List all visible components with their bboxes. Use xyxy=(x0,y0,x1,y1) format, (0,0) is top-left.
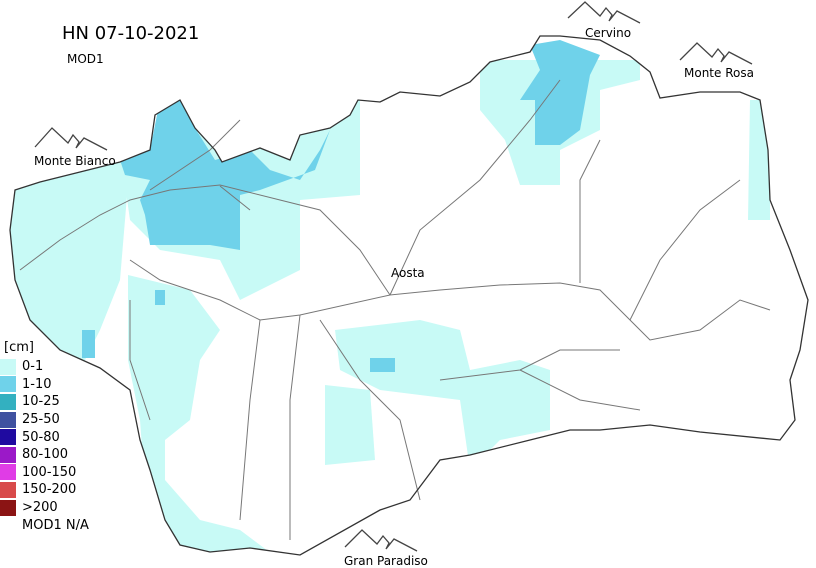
label-aosta: Aosta xyxy=(391,266,425,280)
legend-swatch xyxy=(0,429,16,446)
legend-swatch xyxy=(0,411,16,428)
legend-label: 50-80 xyxy=(22,429,60,445)
legend-item: 100-150 xyxy=(0,464,89,482)
legend-label: 100-150 xyxy=(22,464,77,480)
legend-unit: [cm] xyxy=(4,340,34,355)
legend-label: MOD1 N/A xyxy=(22,517,89,533)
legend-label: 10-25 xyxy=(22,394,60,410)
map-subtitle: MOD1 xyxy=(67,52,104,66)
legend-label: 80-100 xyxy=(22,447,69,463)
legend-label: 150-200 xyxy=(22,482,77,498)
legend-item: 50-80 xyxy=(0,428,89,446)
map-title: HN 07-10-2021 xyxy=(62,23,200,44)
legend-label: 1-10 xyxy=(22,376,52,392)
legend-swatch xyxy=(0,499,16,516)
legend-item: 0-1 xyxy=(0,358,89,376)
legend-swatch xyxy=(0,481,16,498)
legend-item: 25-50 xyxy=(0,411,89,429)
legend-label: 0-1 xyxy=(22,359,44,375)
legend-swatch xyxy=(0,393,16,410)
label-cervino: Cervino xyxy=(585,26,632,40)
legend-item: >200 xyxy=(0,499,89,517)
snow-cover-layer xyxy=(10,40,770,555)
legend-swatch xyxy=(0,358,16,375)
legend-item: 150-200 xyxy=(0,481,89,499)
mountain-icon xyxy=(567,1,641,24)
legend-swatch xyxy=(0,517,16,534)
legend-item: 1-10 xyxy=(0,376,89,394)
mountain-icons xyxy=(34,1,753,552)
mountain-icon xyxy=(34,127,108,151)
mountain-icon xyxy=(344,529,418,552)
legend-swatch xyxy=(0,446,16,463)
legend-item: 80-100 xyxy=(0,446,89,464)
label-monte-bianco: Monte Bianco xyxy=(34,154,116,168)
legend-label: >200 xyxy=(22,500,58,516)
rivers xyxy=(19,79,771,540)
legend: [cm] 0-1 1-10 10-25 25-50 50-80 80-100 100-150… xyxy=(0,340,89,534)
legend-swatch xyxy=(0,464,16,481)
legend-swatch xyxy=(0,376,16,393)
legend-label: 25-50 xyxy=(22,412,60,428)
snow-class-0-1 xyxy=(10,60,770,555)
snow-class-1-10 xyxy=(82,40,600,372)
mountain-icon xyxy=(679,42,753,65)
label-monte-rosa: Monte Rosa xyxy=(684,66,754,80)
label-gran-paradiso: Gran Paradiso xyxy=(344,554,428,568)
legend-item: MOD1 N/A xyxy=(0,516,89,534)
legend-item: 10-25 xyxy=(0,393,89,411)
